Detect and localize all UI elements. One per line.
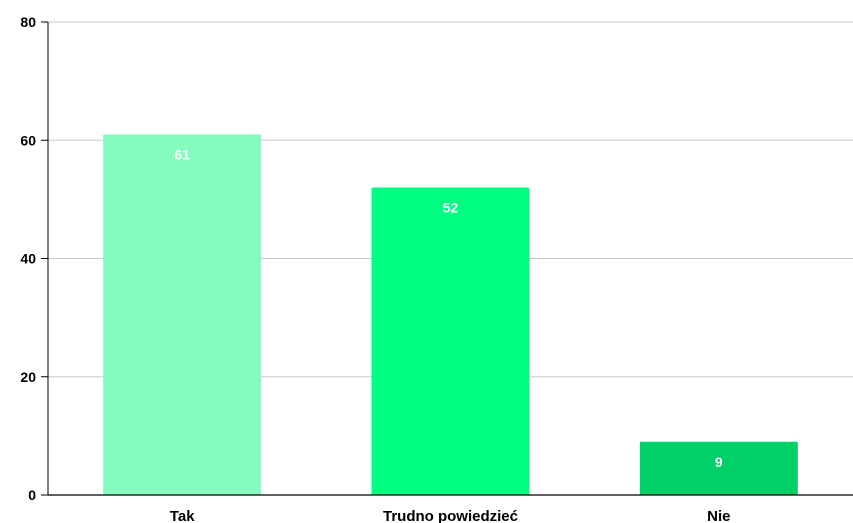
x-category-label: Tak <box>170 508 195 523</box>
x-category-label: Trudno powiedzieć <box>383 508 518 523</box>
bar <box>371 187 530 496</box>
x-category-label: Nie <box>707 508 730 523</box>
bar <box>639 441 798 495</box>
data-label: 52 <box>443 200 459 216</box>
y-tick-label: 60 <box>20 132 36 148</box>
data-label: 9 <box>715 454 723 470</box>
labels: 0 20 40 60 80 61 Tak 52 Trudno powiedzieć 9 Nie <box>20 14 730 523</box>
axes <box>41 21 853 496</box>
bars <box>103 134 798 496</box>
data-label: 61 <box>174 146 190 162</box>
y-tick-label: 20 <box>20 369 36 385</box>
y-tick-label: 80 <box>20 14 36 30</box>
y-tick-label: 40 <box>20 251 36 267</box>
bar <box>103 134 262 495</box>
y-tick-label: 0 <box>28 487 36 503</box>
